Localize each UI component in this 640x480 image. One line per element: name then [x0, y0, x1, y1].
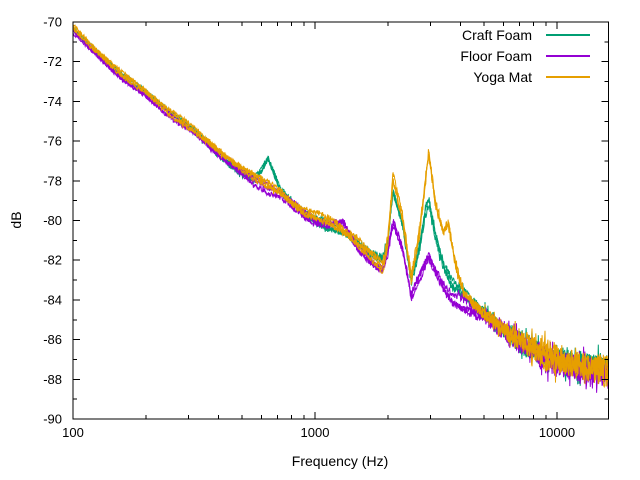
y-tick-label: -86	[43, 332, 62, 347]
x-tick-label: 1000	[301, 425, 330, 440]
legend-label-floor-foam: Floor Foam	[460, 47, 532, 64]
legend-label-craft-foam: Craft Foam	[461, 26, 532, 43]
axis-tick-labels: 100 1000 10000 -90 -88 -86 -84 -82 -80 -78 -76 -74 -…	[43, 15, 575, 441]
legend-label-yoga-mat: Yoga Mat	[473, 68, 532, 85]
axis-ticks	[72, 21, 609, 420]
y-tick-label: -78	[43, 173, 62, 188]
y-tick-label: -88	[43, 372, 62, 387]
y-tick-label: -76	[43, 134, 62, 149]
x-tick-label: 10000	[539, 425, 575, 440]
legend-line-swatch-craft-foam	[546, 33, 590, 36]
legend: Craft Foam Floor Foam Yoga Mat	[460, 24, 590, 87]
legend-entry-yoga-mat: Yoga Mat	[460, 66, 590, 87]
y-tick-label: -82	[43, 253, 62, 268]
y-tick-label: -74	[43, 94, 62, 109]
y-tick-label: -72	[43, 54, 62, 69]
legend-entry-craft-foam: Craft Foam	[460, 24, 590, 45]
legend-line-swatch-yoga-mat	[546, 75, 590, 78]
y-tick-label: -80	[43, 213, 62, 228]
x-axis-title: Frequency (Hz)	[291, 453, 389, 469]
legend-line-swatch-floor-foam	[546, 54, 590, 57]
y-axis-title: dB	[8, 211, 24, 229]
y-tick-label: -84	[43, 292, 62, 307]
x-tick-label: 100	[62, 425, 84, 440]
y-tick-label: -90	[43, 412, 62, 427]
series-curves	[73, 24, 609, 393]
trace	[73, 24, 609, 385]
y-tick-label: -70	[43, 15, 62, 30]
series-yoga-mat	[73, 24, 609, 389]
legend-entry-floor-foam: Floor Foam	[460, 45, 590, 66]
